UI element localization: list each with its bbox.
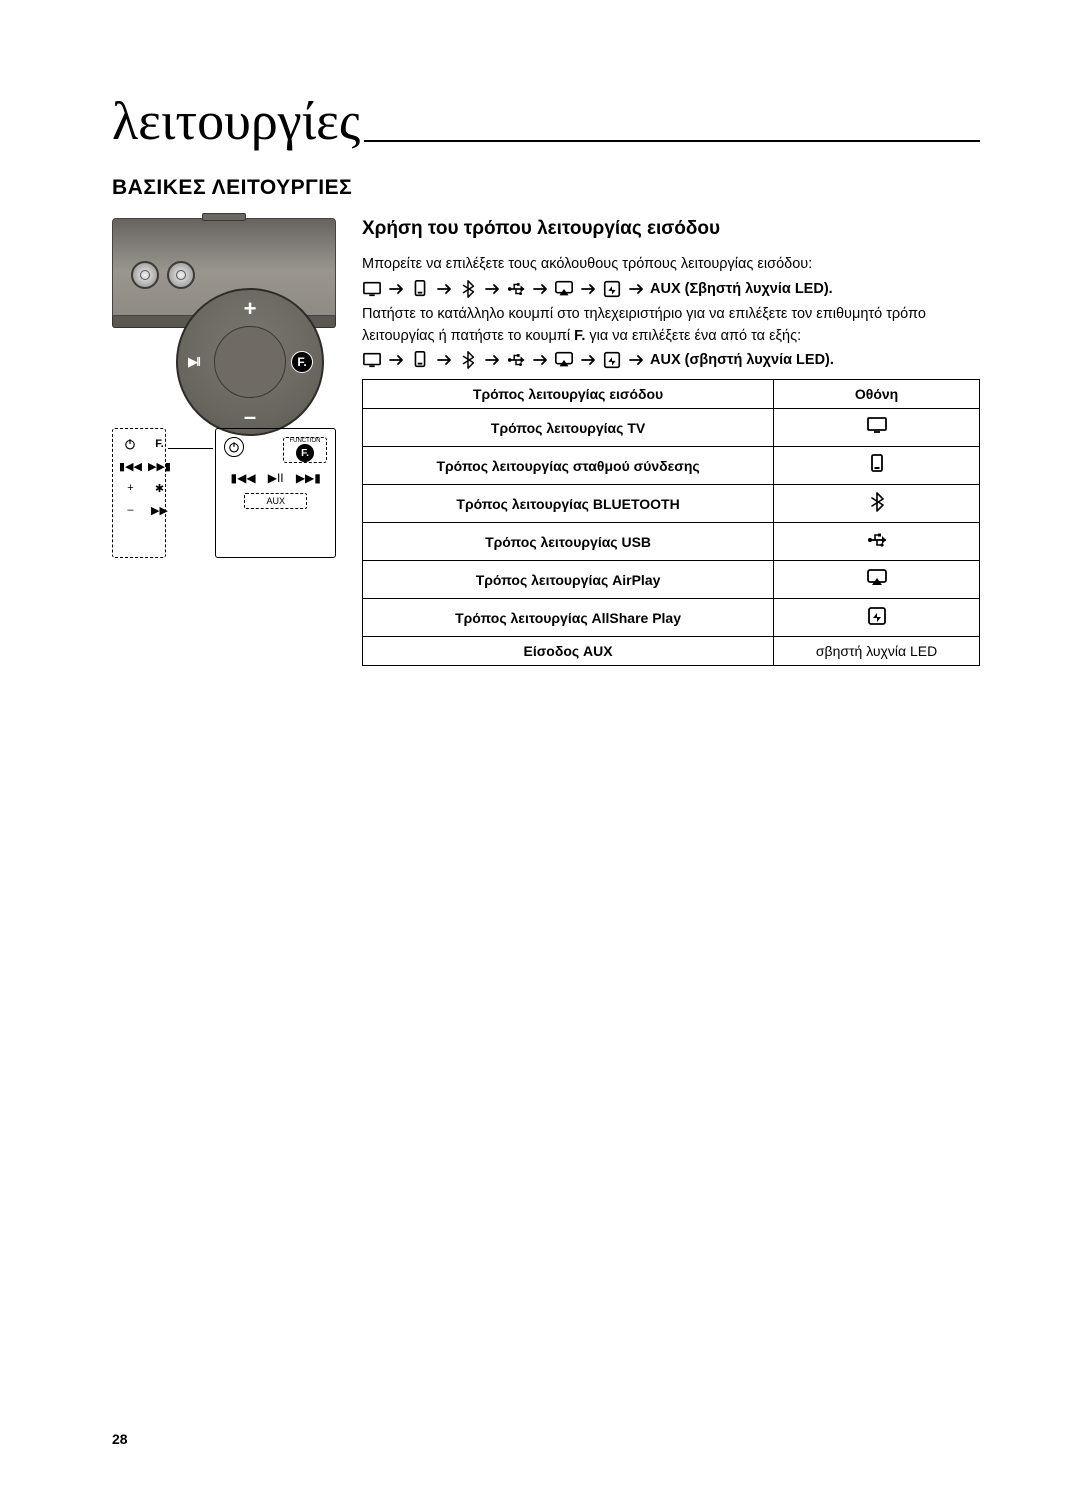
usb-icon [506,351,526,369]
mode-display [774,561,980,599]
arrow-icon [530,351,550,369]
function-button: F. [291,351,313,373]
mode-display [774,485,980,523]
table-header-mode: Τρόπος λειτουργίας εισόδου [363,380,774,409]
arrow-icon [434,280,454,298]
airplay-icon [554,351,574,369]
playpause-icon: ▶II [268,471,284,485]
tv-icon [362,280,382,298]
mode-display [774,523,980,561]
input-modes-table: Τρόπος λειτουργίας εισόδου Οθόνη Τρόπος … [362,379,980,666]
page-number: 28 [112,1431,128,1447]
plus-icon: + [119,479,142,497]
usb-icon [506,280,526,298]
mode-label: Τρόπος λειτουργίας AllShare Play [363,599,774,637]
volume-down-icon: – [244,404,256,430]
arrow-icon [626,280,646,298]
next-icon: ▶▶▮ [148,457,171,475]
bluetooth-icon [458,280,478,298]
play-pause-icon: ▶II [188,354,199,370]
mode-display [774,447,980,485]
usb-icon [865,529,889,551]
minus-icon: – [119,501,142,519]
arrow-icon [578,280,598,298]
arrow-icon [482,351,502,369]
function-small-icon: F. [148,435,171,453]
paragraph-2: Πατήστε το κατάλληλο κουμπί στο τηλεχειρ… [362,304,980,348]
table-row: Τρόπος λειτουργίας BLUETOOTH [363,485,980,523]
remote-small: F. ▮◀◀ ▶▶▮ + ✱ – ▶▶ [112,428,166,558]
page-title: λειτουργίες [112,90,360,154]
function-button-callout: FUNCTION F. [283,437,327,463]
airplay-icon [554,280,574,298]
seq-tail-1: AUX (Σβηστή λυχνία LED). [650,281,833,297]
skip-icon: ▶▶ [148,501,171,519]
power-icon [119,435,142,453]
volume-up-icon: + [244,296,257,322]
allshare-icon [602,351,622,369]
arrow-icon [626,351,646,369]
table-row: Τρόπος λειτουργίας TV [363,409,980,447]
dock-icon [865,453,889,475]
sub-heading: Χρήση του τρόπου λειτουργίας εισόδου [362,218,980,240]
arrow-icon [482,280,502,298]
tv-icon [362,351,382,369]
bluetooth-icon [458,351,478,369]
tv-icon [865,415,889,437]
arrow-icon [578,351,598,369]
rewind-icon: ▮◀◀ [230,471,255,485]
paragraph-1: Μπορείτε να επιλέξετε τους ακόλουθους τρ… [362,254,980,276]
title-rule [364,140,980,142]
table-row: Τρόπος λειτουργίας AllShare Play [363,599,980,637]
allshare-icon [602,280,622,298]
prev-icon: ▮◀◀ [119,457,142,475]
table-row: Είσοδος AUXσβηστή λυχνία LED [363,637,980,666]
mode-label: Τρόπος λειτουργίας σταθμού σύνδεσης [363,447,774,485]
dock-icon [410,280,430,298]
table-header-display: Οθόνη [774,380,980,409]
device-soundbar-illustration: + – ▶II F. [112,218,336,328]
mode-label: Τρόπος λειτουργίας TV [363,409,774,447]
section-heading: ΒΑΣΙΚΕΣ ΛΕΙΤΟΥΡΓΙΕΣ [112,176,980,200]
mode-display: σβηστή λυχνία LED [774,637,980,666]
mode-sequence-2: AUX (σβηστή λυχνία LED). [362,351,980,369]
mode-display [774,599,980,637]
mode-label: Είσοδος AUX [363,637,774,666]
function-f-icon: F. [296,444,314,462]
remote-illustration: F. ▮◀◀ ▶▶▮ + ✱ – ▶▶ FUNCTION F. ▮◀◀ ▶II [112,428,336,558]
mode-sequence-1: AUX (Σβηστή λυχνία LED). [362,280,980,298]
table-row: Τρόπος λειτουργίας USB [363,523,980,561]
callout-line [168,448,213,449]
para2b: για να επιλέξετε ένα από τα εξής: [589,328,801,344]
arrow-icon [434,351,454,369]
mode-label: Τρόπος λειτουργίας BLUETOOTH [363,485,774,523]
para2-button-ref: F. [574,328,585,344]
bluetooth-icon [865,491,889,513]
allshare-icon [865,605,889,627]
dock-icon [410,351,430,369]
arrow-icon [386,280,406,298]
mute-icon: ✱ [148,479,171,497]
remote-detail: FUNCTION F. ▮◀◀ ▶II ▶▶▮ AUX [215,428,336,558]
arrow-icon [386,351,406,369]
aux-label: AUX [244,493,307,509]
table-row: Τρόπος λειτουργίας AirPlay [363,561,980,599]
seq-tail-2: AUX (σβηστή λυχνία LED). [650,352,834,368]
control-wheel: + – ▶II F. [176,288,324,436]
forward-icon: ▶▶▮ [296,471,321,485]
airplay-icon [865,567,889,589]
table-row: Τρόπος λειτουργίας σταθμού σύνδεσης [363,447,980,485]
arrow-icon [530,280,550,298]
mode-display [774,409,980,447]
power-button-icon [224,437,244,457]
mode-label: Τρόπος λειτουργίας AirPlay [363,561,774,599]
mode-label: Τρόπος λειτουργίας USB [363,523,774,561]
